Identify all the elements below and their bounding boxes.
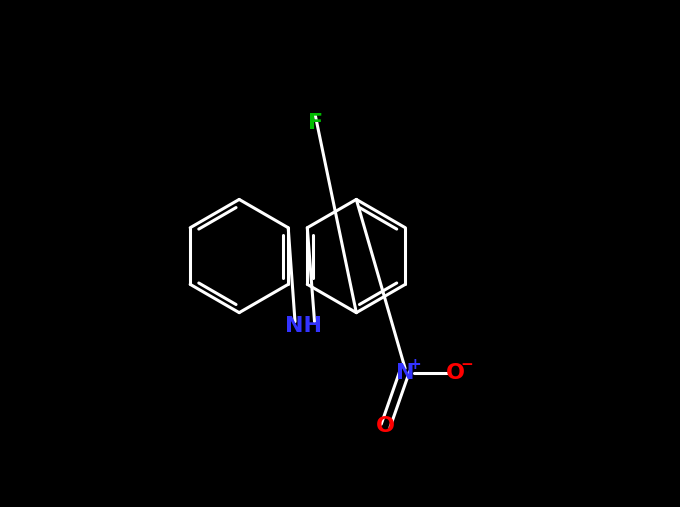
Text: NH: NH <box>285 316 322 336</box>
Text: N: N <box>396 363 414 383</box>
Text: F: F <box>308 113 323 133</box>
Text: −: − <box>460 357 473 372</box>
Text: O: O <box>446 363 465 383</box>
Text: O: O <box>376 416 395 436</box>
Text: +: + <box>409 357 421 372</box>
